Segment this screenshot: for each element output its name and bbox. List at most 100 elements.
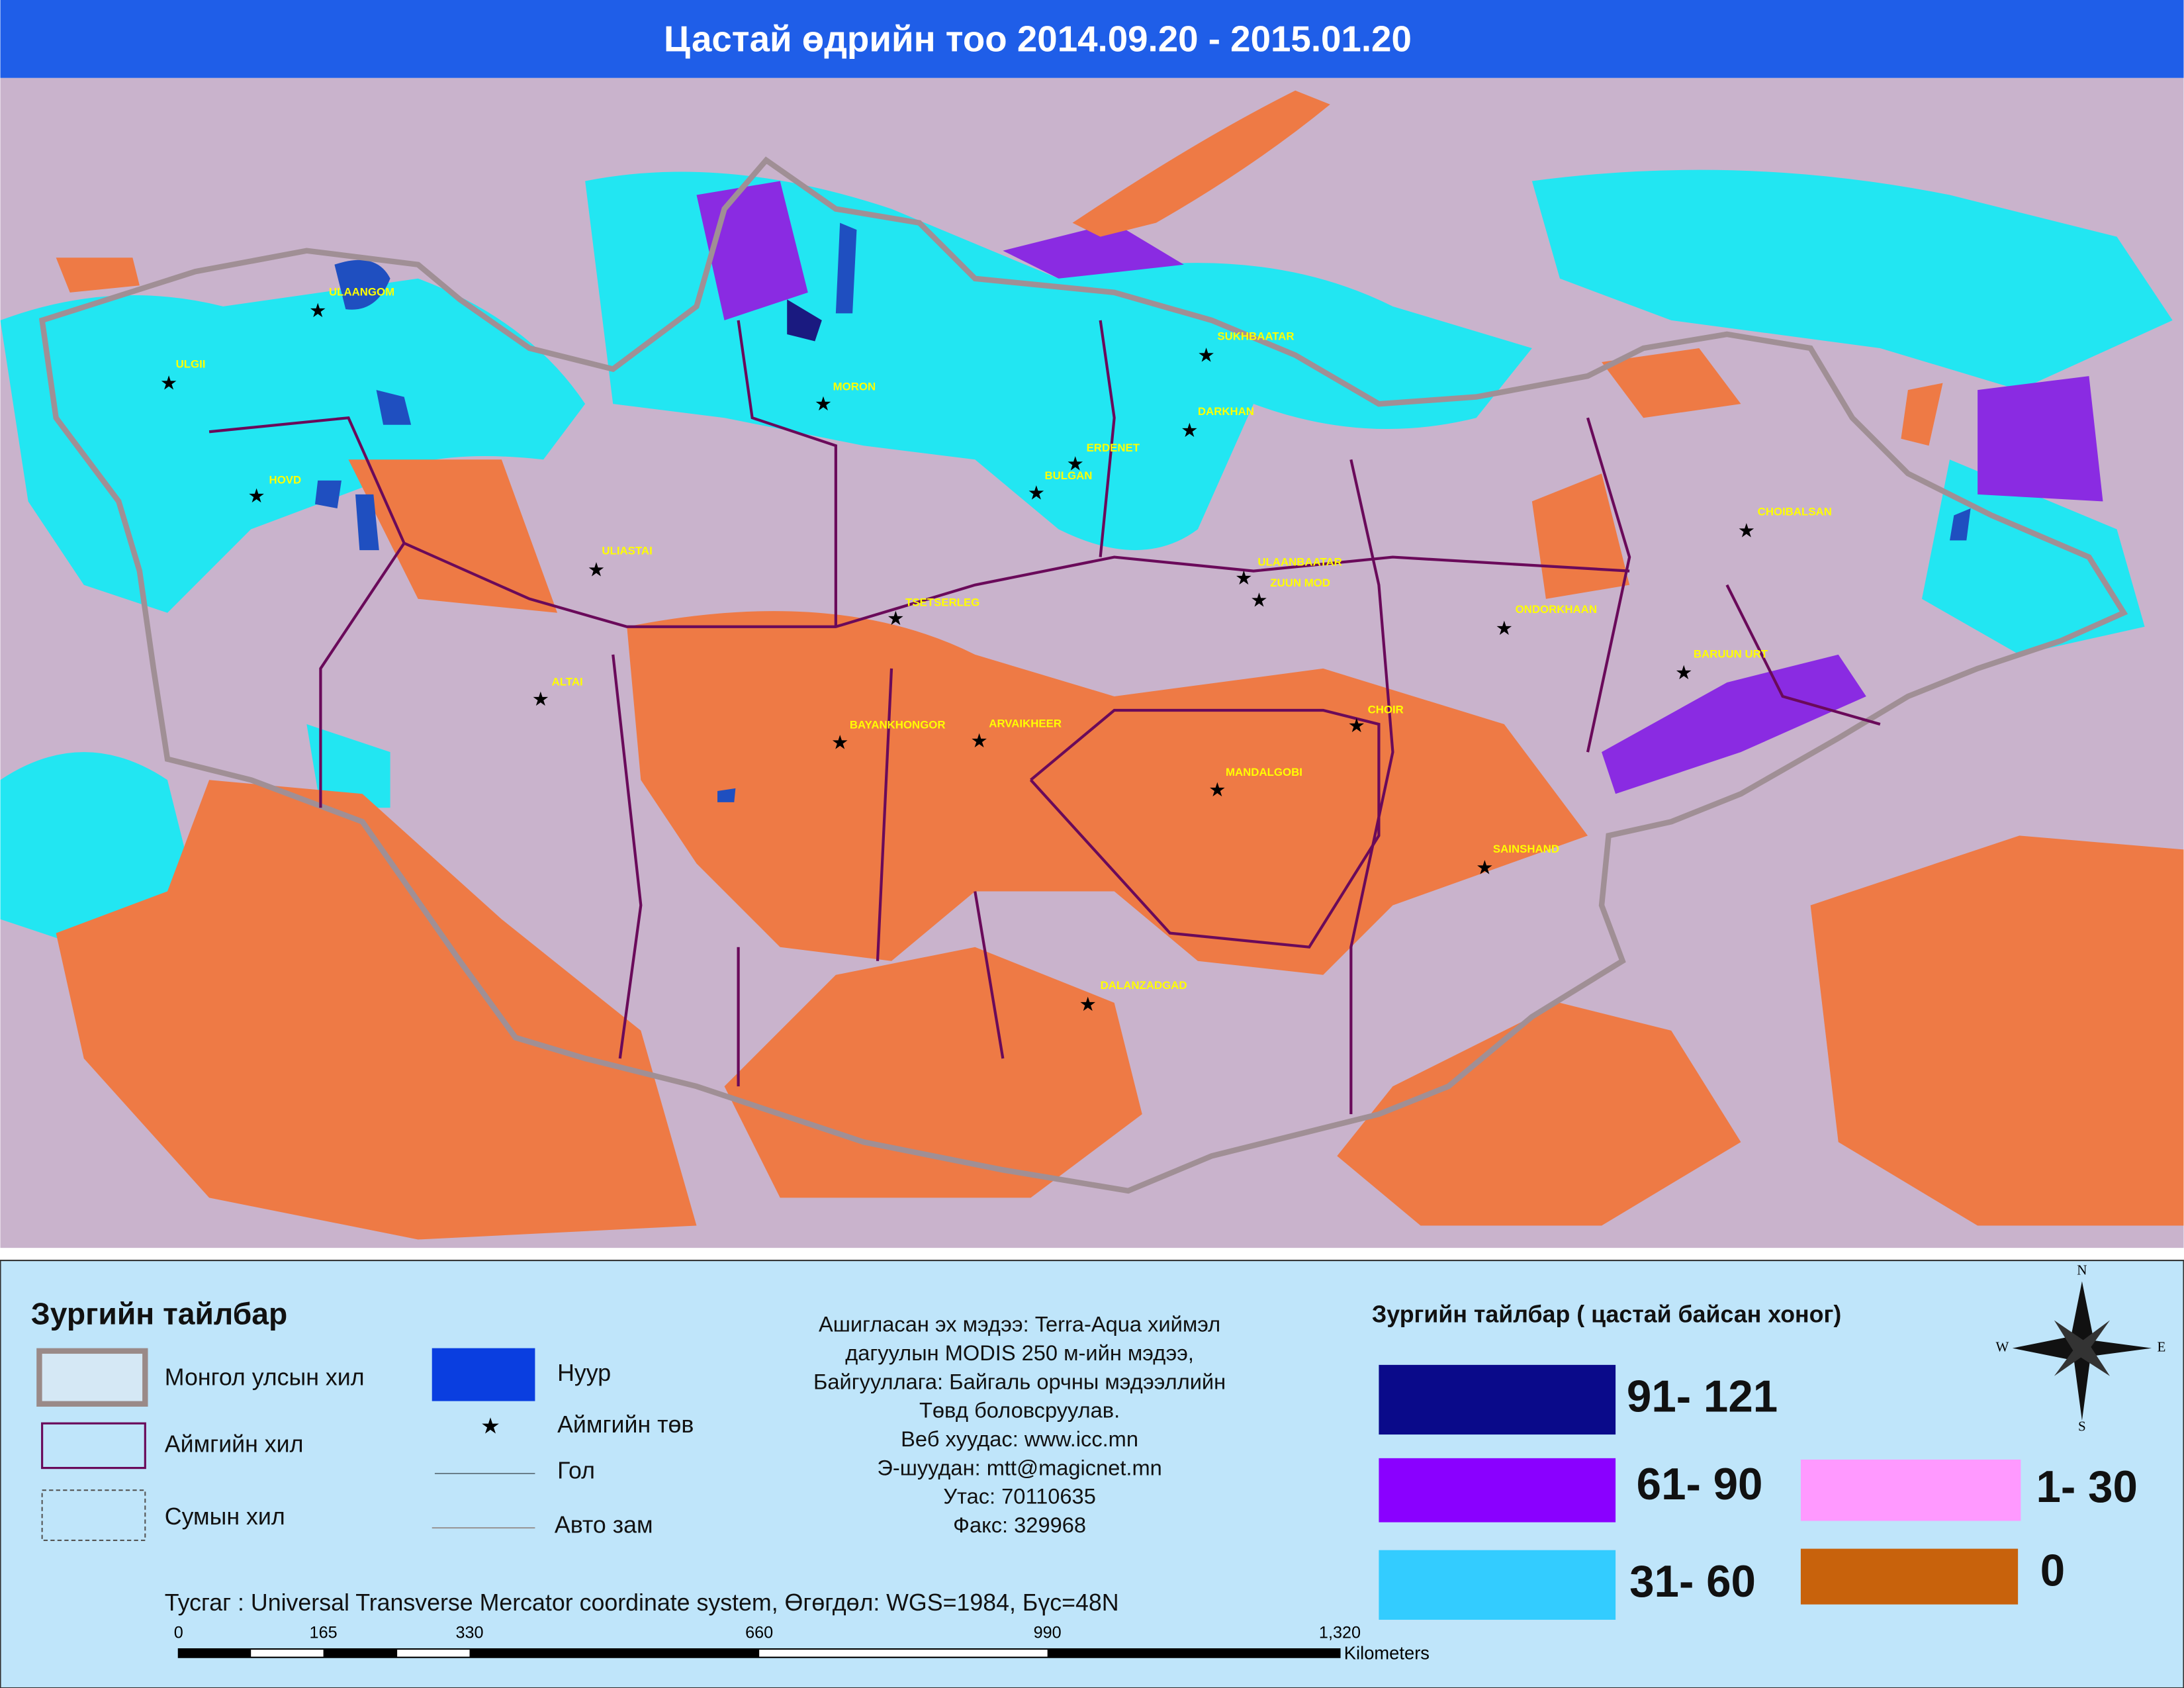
- scale-label: 165: [310, 1624, 338, 1642]
- city-label: ULAANBAATAR: [1257, 555, 1342, 568]
- legend-label: Монгол улсын хил: [165, 1364, 365, 1390]
- city-label: ULAANGOM: [329, 285, 394, 298]
- class-label: 91- 121: [1627, 1372, 1778, 1421]
- scale-label: 990: [1034, 1624, 1062, 1642]
- city-label: ARVAIKHEER: [989, 718, 1062, 730]
- city-label: TSETSERLEG: [905, 596, 979, 608]
- city-star: ★: [1067, 453, 1084, 475]
- legend-label: Аймгийн хил: [165, 1430, 304, 1457]
- info-line: Э-шуудан: mtt@magicnet.mn: [877, 1455, 1161, 1479]
- info-line: Ашигласан эх мэдээ: Terra-Aqua хиймэл: [819, 1312, 1220, 1336]
- compass-e: E: [2158, 1338, 2166, 1354]
- class-swatch: [1800, 1459, 2021, 1521]
- city-star: ★: [309, 300, 326, 322]
- city-star: ★: [1738, 520, 1755, 541]
- city-star: ★: [1197, 344, 1214, 366]
- city-label: ZUUN MOD: [1270, 577, 1330, 589]
- legend-lake-swatch: [432, 1348, 535, 1401]
- legend-label: Аймгийн төв: [557, 1411, 694, 1438]
- legend-country-swatch: [36, 1348, 148, 1407]
- city-star: ★: [532, 688, 549, 710]
- info-line: дагуулын MODIS 250 м-ийн мэдээ,: [845, 1340, 1194, 1365]
- city-label: DARKHAN: [1198, 405, 1254, 418]
- info-line: Байгууллага: Байгаль орчны мэдээллийн: [813, 1369, 1226, 1393]
- city-label: DALANZADGAD: [1101, 979, 1187, 992]
- legend-title: Зургийн тайлбар: [31, 1296, 287, 1331]
- city-star: ★: [815, 393, 832, 415]
- city-star: ★: [1208, 779, 1226, 801]
- country-border: [38, 156, 2128, 1194]
- city-label: CHOIBALSAN: [1758, 506, 1832, 518]
- class-label: 61- 90: [1637, 1460, 1763, 1509]
- city-star: ★: [1476, 857, 1493, 879]
- title-bar: [0, 0, 2184, 78]
- city-star: ★: [1181, 420, 1198, 442]
- snow-31-60: [0, 169, 2173, 1143]
- city-star: ★: [970, 730, 987, 752]
- map-area: [0, 77, 2184, 1248]
- city-star: ★: [1496, 618, 1513, 639]
- compass: N E S W: [1995, 1262, 2165, 1434]
- info-line: Веб хуудас: www.icc.mn: [901, 1427, 1138, 1451]
- city-star: ★: [1250, 590, 1267, 612]
- city-star: ★: [588, 559, 605, 581]
- map-title: Цастай өдрийн тоо 2014.09.20 - 2015.01.2…: [664, 19, 1412, 60]
- compass-n: N: [2077, 1262, 2087, 1278]
- city-label: BARUUN URT: [1694, 647, 1768, 660]
- lakes: [314, 222, 1971, 802]
- city-label: ONDORKHAAN: [1516, 603, 1597, 616]
- aimag-borders: [208, 320, 1881, 1115]
- scale-label: 1,320: [1319, 1624, 1361, 1642]
- scale-segment: [323, 1649, 398, 1658]
- scale-unit: Kilometers: [1344, 1643, 1430, 1664]
- projection: Тусгаг : Universal Transverse Mercator c…: [165, 1589, 1119, 1616]
- city-star: ★: [1079, 994, 1096, 1015]
- legend-label: Гол: [557, 1457, 595, 1483]
- legend-label: Сумын хил: [165, 1503, 285, 1530]
- city-label: ULGII: [176, 358, 206, 371]
- city-star: ★: [1235, 567, 1252, 589]
- scale-segment: [1047, 1649, 1340, 1658]
- city-label: MANDALGOBI: [1226, 766, 1302, 778]
- city-label: SUKHBAATAR: [1217, 330, 1294, 343]
- source-info: Ашигласан эх мэдээ: Terra-Aqua хиймэл даг…: [813, 1312, 1226, 1537]
- class-label: 1- 30: [2036, 1462, 2137, 1512]
- compass-w: W: [1995, 1338, 2009, 1354]
- snow-91-121: [787, 299, 822, 342]
- info-line: Утас: 70110635: [943, 1484, 1096, 1509]
- class-swatch: [1379, 1364, 1616, 1435]
- city-label: SAINSHAND: [1493, 843, 1559, 855]
- scale-label: 330: [455, 1624, 483, 1642]
- legend-label: Нуур: [557, 1360, 611, 1386]
- city-label: HOVD: [269, 473, 302, 486]
- snow-classes: 91- 121 61- 90 1- 30 31- 60 0: [1379, 1364, 2138, 1620]
- class-label: 31- 60: [1629, 1557, 1756, 1607]
- class-swatch: [1379, 1550, 1616, 1620]
- city-star: ★: [887, 608, 904, 630]
- legend-star: ★: [480, 1414, 500, 1438]
- city-label: BULGAN: [1044, 469, 1092, 482]
- class-swatch: [1800, 1548, 2019, 1605]
- city-label: ALTAI: [552, 675, 583, 688]
- legend-sum-swatch: [41, 1489, 146, 1542]
- legend-aimag-swatch: [41, 1422, 146, 1470]
- city-star: ★: [1675, 662, 1692, 684]
- city-star: ★: [160, 372, 177, 394]
- city-label: MORON: [833, 380, 876, 393]
- city-star: ★: [1028, 483, 1045, 504]
- snow-legend-title: Зургийн тайлбар ( цастай байсан хоног): [1372, 1301, 1841, 1328]
- scale-label: 660: [745, 1624, 773, 1642]
- city-star: ★: [1348, 715, 1365, 737]
- legend-label: Авто зам: [555, 1511, 653, 1538]
- scale-segment: [469, 1649, 760, 1658]
- city-label: ERDENET: [1087, 442, 1140, 454]
- compass-s: S: [2078, 1418, 2086, 1434]
- info-line: Төвд боловсруулав.: [919, 1398, 1120, 1423]
- class-swatch: [1379, 1458, 1616, 1523]
- city-label: ULIASTAI: [602, 545, 652, 557]
- scale-segment: [178, 1649, 251, 1658]
- cities: ★ULAANGOM★ULGII★HOVD★MORON★SUKHBAATAR★DA…: [160, 285, 1832, 1015]
- city-label: BAYANKHONGOR: [850, 719, 946, 731]
- snow-0: [56, 90, 2184, 1240]
